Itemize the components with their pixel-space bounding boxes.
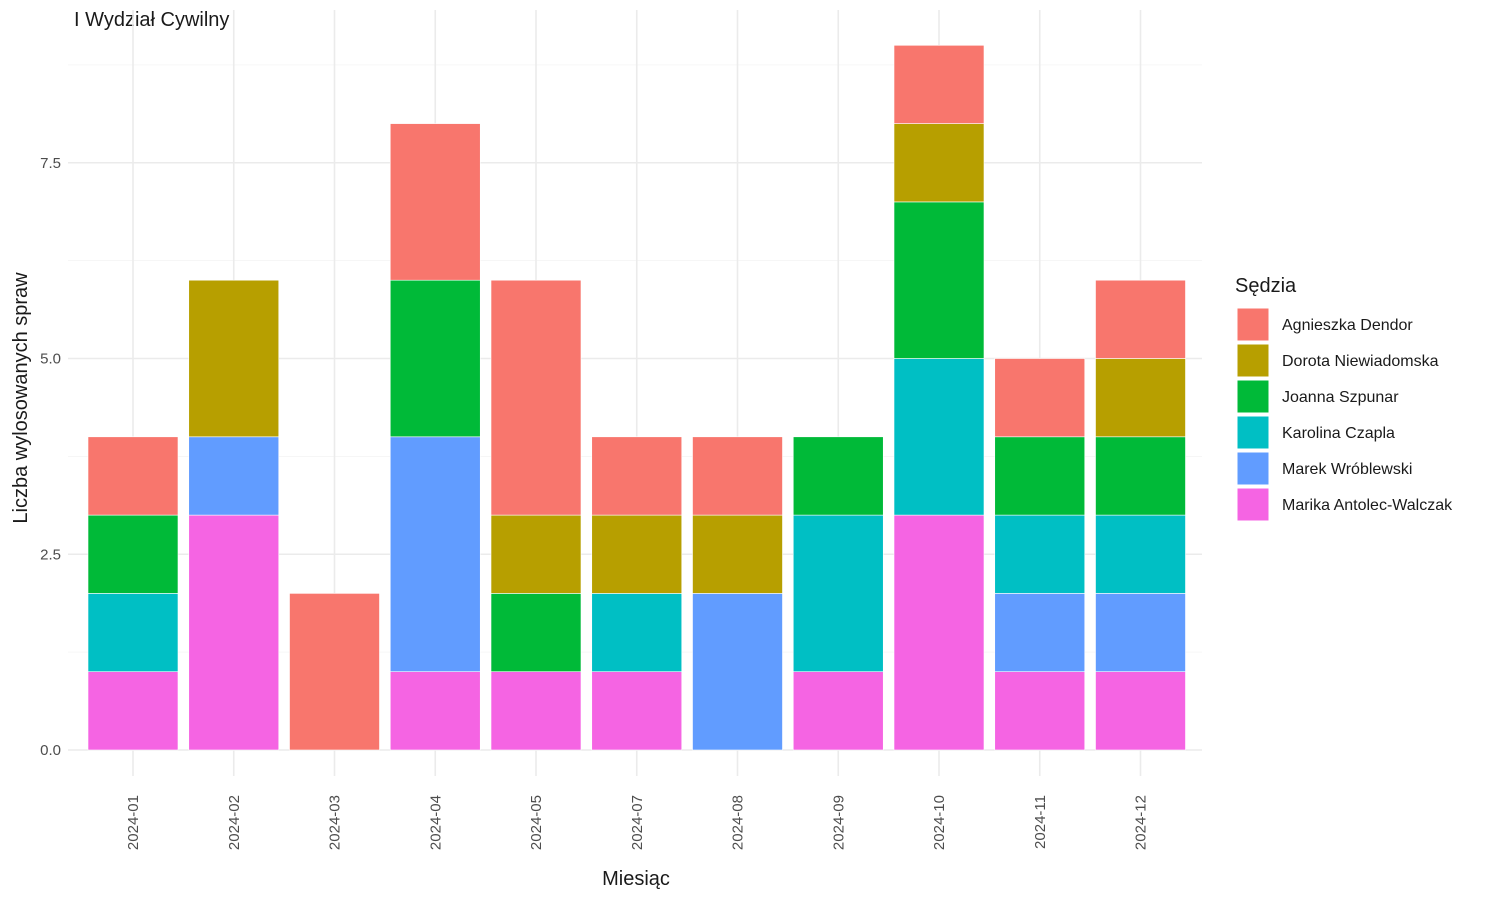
legend-label: Karolina Czapla [1282, 425, 1395, 442]
legend-label: Dorota Niewiadomska [1282, 353, 1439, 370]
bar-segment [490, 514, 582, 594]
x-tick-label: 2024-09 [830, 795, 847, 850]
x-axis: 2024-01 2024-02 2024-03 2024-04 2024-05 2024-… [125, 795, 1150, 850]
bar-segment [692, 436, 783, 516]
x-tick-label: 2024-02 [226, 795, 243, 850]
bar-segment [994, 671, 1086, 751]
y-tick-label: 5.0 [40, 351, 61, 368]
x-tick-label: 2024-05 [528, 795, 545, 850]
bar-segment [87, 671, 179, 751]
bar-segment [692, 593, 783, 751]
legend-key [1236, 307, 1270, 342]
bar-segment [389, 279, 481, 438]
bar-segment [893, 514, 985, 751]
bar-segment [490, 593, 582, 673]
bar-segment [591, 593, 683, 673]
bar-segment [1095, 358, 1186, 438]
x-tick-label: 2024-03 [327, 795, 344, 850]
bar-segment [87, 514, 179, 594]
x-tick-label: 2024-04 [427, 795, 444, 850]
bar-segment [792, 671, 884, 751]
bar-segment [994, 514, 1086, 594]
bar-segment [87, 436, 179, 516]
bar-segment [994, 358, 1086, 438]
bar-segment [591, 514, 683, 594]
bar-segment [188, 514, 280, 751]
x-tick-label: 2024-11 [1032, 795, 1049, 849]
x-tick-label: 2024-01 [125, 795, 142, 850]
legend-label: Agnieszka Dendor [1282, 317, 1413, 334]
bar-segment [289, 593, 380, 751]
bar-segment [994, 436, 1086, 516]
legend: Sędzia Agnieszka Dendor Dorota Niewiadoms… [1235, 275, 1453, 522]
legend-key [1236, 487, 1270, 522]
bar-segment [893, 44, 985, 124]
bar-segment [692, 514, 783, 594]
bar-segment [792, 514, 884, 672]
chart-title: I Wydział Cywilny [74, 9, 229, 31]
y-tick-label: 2.5 [40, 546, 61, 563]
legend-key [1236, 343, 1270, 378]
bar-segment [490, 671, 582, 751]
bar-segment [994, 593, 1086, 673]
x-tick-label: 2024-07 [629, 795, 646, 850]
legend-label: Joanna Szpunar [1282, 389, 1399, 406]
bar-segment [1095, 514, 1186, 594]
bars [87, 44, 1186, 751]
bar-segment [188, 279, 280, 438]
bar-segment [1095, 593, 1186, 673]
y-axis: 0.0 2.5 5.0 7.5 [40, 155, 61, 759]
bar-segment [1095, 436, 1186, 516]
bar-segment [87, 593, 179, 673]
legend-key [1236, 379, 1270, 414]
legend-label: Marek Wróblewski [1282, 461, 1412, 478]
x-axis-title: Miesiąc [602, 868, 670, 890]
legend-key [1236, 451, 1270, 486]
bar-segment [893, 123, 985, 203]
bar-segment [893, 201, 985, 359]
bar-segment [591, 671, 683, 751]
bar-segment [389, 436, 481, 672]
x-tick-label: 2024-12 [1133, 795, 1150, 850]
bar-segment [490, 279, 582, 516]
bar-segment [792, 436, 884, 516]
bar-segment [1095, 671, 1186, 751]
bar-segment [591, 436, 683, 516]
bar-segment [1095, 279, 1186, 359]
legend-title: Sędzia [1235, 275, 1297, 297]
y-tick-label: 0.0 [40, 742, 61, 759]
x-tick-label: 2024-08 [730, 795, 747, 850]
bar-segment [188, 436, 280, 516]
legend-label: Marika Antolec-Walczak [1282, 497, 1453, 514]
bar-segment [389, 123, 481, 281]
bar-segment [389, 671, 481, 751]
y-tick-label: 7.5 [40, 155, 61, 172]
x-tick-label: 2024-10 [931, 795, 948, 850]
legend-key [1236, 415, 1270, 450]
bar-segment [893, 358, 985, 516]
y-axis-title: Liczba wylosowanych spraw [10, 272, 32, 524]
